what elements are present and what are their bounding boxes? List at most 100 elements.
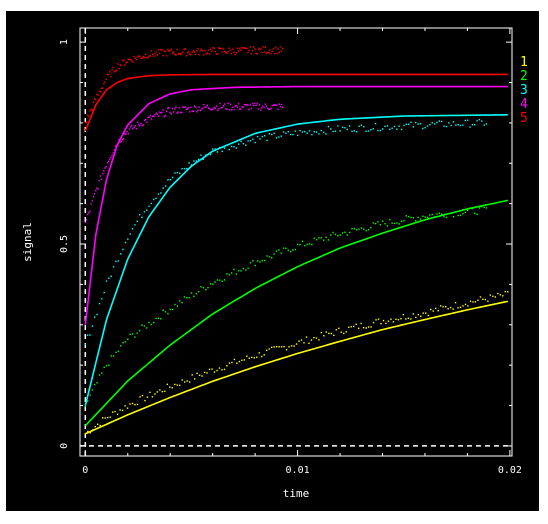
series-2-point [377,221,379,223]
series-1-point [278,346,280,348]
series-3-point [412,126,415,128]
series-2-point [313,237,315,239]
series-5-point [276,52,278,55]
series-5-point [176,48,178,51]
series-5-point [144,53,147,56]
series-1-point [462,305,464,307]
series-5-point [221,51,224,53]
series-4-point [280,103,283,106]
series-1-fit-line [84,300,508,435]
series-4-point [232,106,234,109]
series-3-point [389,128,391,131]
series-4-point [126,130,128,133]
series-1-point [390,318,392,320]
series-3-point [289,133,292,136]
series-2-point [273,253,275,255]
series-4-point [244,104,247,106]
legend-entry-1: 1 [520,55,528,70]
series-2-point [122,341,124,344]
series-5-point [113,71,116,73]
series-3-point [334,130,337,132]
plot-background [6,11,539,511]
series-2-point [209,283,212,285]
series-2-point [341,232,344,234]
series-5-point [193,51,196,53]
series-3-point [353,130,356,132]
series-5-point [226,52,228,54]
series-2-point [216,279,219,281]
series-1-point [97,423,99,425]
series-1-point [372,321,375,324]
series-4-point [84,221,87,224]
series-4-point [136,121,139,124]
series-3-point [393,125,396,128]
series-2-point [105,364,108,367]
series-3-point [256,135,259,138]
series-3-point [190,164,193,166]
series-1-point [164,390,166,393]
y-axis-label: signal [21,222,34,262]
x-axis-label: time [283,487,310,500]
series-3-point [384,125,386,128]
series-5-data [84,46,284,124]
series-2-point [327,239,330,241]
series-3-point [337,125,339,127]
series-1-point [385,322,387,325]
series-2-point [278,249,280,251]
series-5-point [236,47,239,49]
series-1-point [188,381,191,383]
series-3-point [363,125,365,128]
series-5-point [257,48,260,51]
series-3-point [275,137,278,139]
series-5-point [262,46,264,48]
series-5-point [104,81,106,83]
series-4-point [194,106,197,108]
series-4-point [131,124,133,127]
series-1-point [492,295,494,297]
series-3-point [320,129,323,132]
series-4-point [147,116,149,119]
series-2-point [325,236,327,239]
series-2-point [94,383,96,386]
series-5-point [279,46,282,48]
legend-entry-3: 3 [520,83,528,98]
series-2-point [186,296,188,299]
series-4-point [193,105,196,107]
series-4-point [121,138,124,141]
series-1-point [134,403,136,406]
series-3-point [391,127,393,129]
series-3-point [115,260,117,263]
series-5-point [148,55,150,58]
x-tick-label: 0.01 [286,465,310,476]
series-5-point [121,59,124,61]
series-5-point [90,108,92,111]
series-3-point [330,128,332,130]
series-1-point [360,322,362,325]
series-5-point [147,57,149,59]
series-3-point [311,133,313,136]
series-4-point [182,106,184,108]
series-1-point [141,394,144,397]
series-1-point [198,374,201,377]
series-2-point [96,382,98,384]
series-1-point [328,332,330,335]
series-4-point [263,107,265,109]
series-4-point [259,109,262,111]
series-5-point [265,52,268,55]
series-5-point [266,51,269,53]
series-1-point [261,355,263,358]
series-2-point [403,220,405,222]
series-2-point [339,234,341,236]
series-4-point [174,108,176,110]
series-2-point [306,243,308,246]
series-3-point [235,147,238,149]
series-1-point [352,325,355,328]
series-5-point [191,51,193,54]
series-1-point [246,355,248,357]
series-2-point [360,227,363,229]
series-5-point [213,47,215,49]
series-4-point [272,104,275,106]
series-5-point [143,56,146,58]
series-4-point [213,106,215,109]
